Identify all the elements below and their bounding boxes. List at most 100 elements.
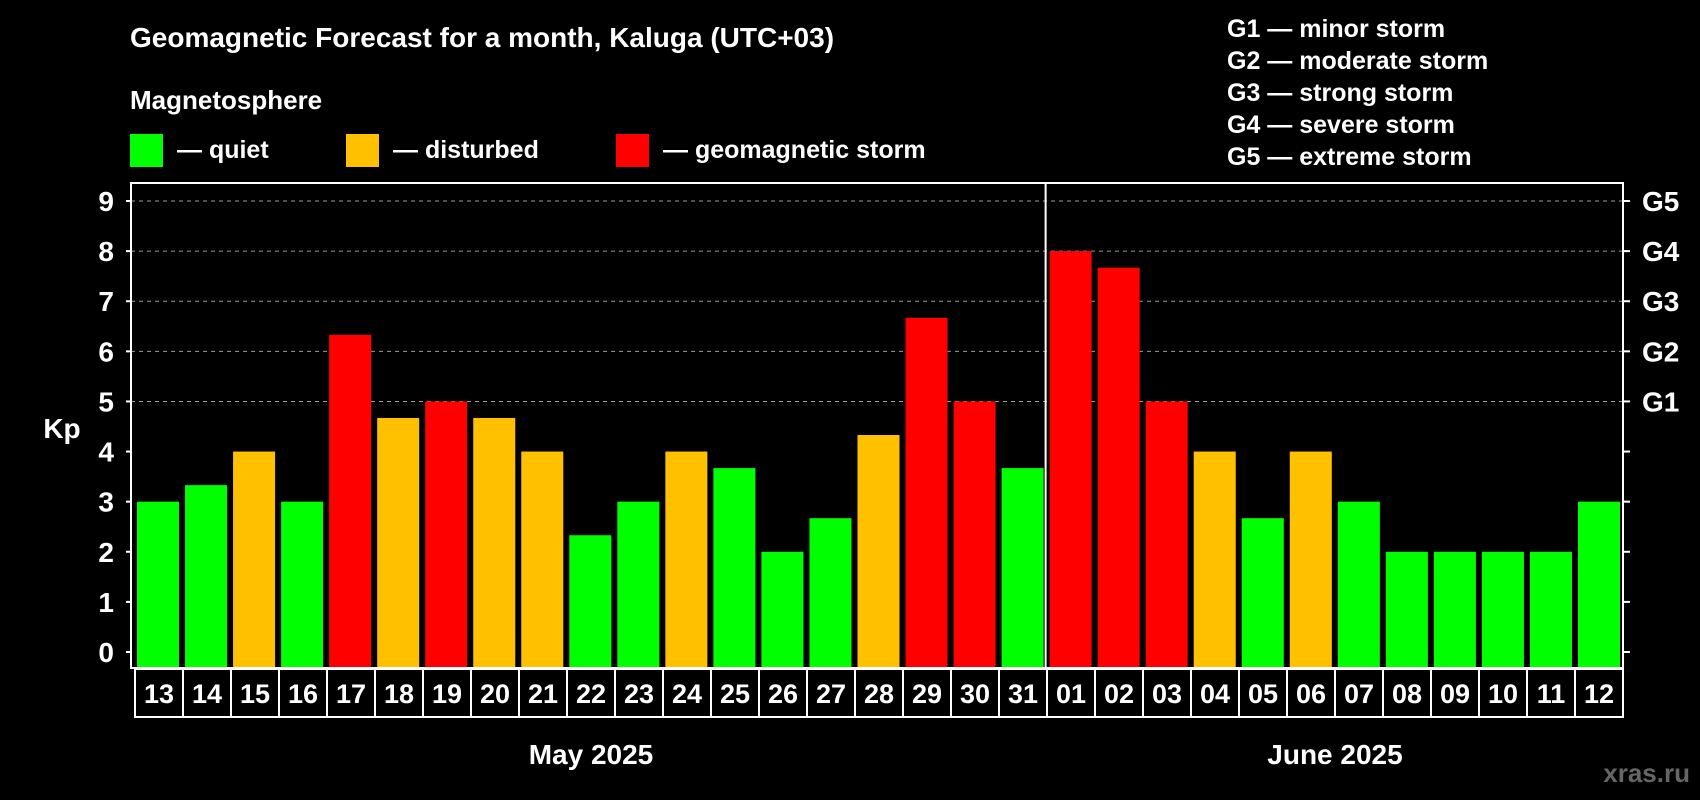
- storm-scale-entry: G1 — minor storm: [1227, 15, 1445, 43]
- date-label: 01: [1056, 679, 1086, 709]
- g-scale-label: G1: [1642, 386, 1679, 417]
- legend-label: — quiet: [177, 136, 269, 164]
- date-label: 25: [720, 679, 750, 709]
- date-label: 12: [1584, 679, 1614, 709]
- date-label: 20: [480, 679, 510, 709]
- legend-label: — geomagnetic storm: [663, 136, 926, 164]
- bars: [137, 251, 1620, 667]
- g-scale-label: G4: [1642, 236, 1680, 267]
- bar: [233, 451, 276, 667]
- date-label: 08: [1392, 679, 1422, 709]
- bar: [761, 551, 804, 667]
- date-label: 28: [864, 679, 894, 709]
- bar: [569, 535, 612, 667]
- date-label: 18: [384, 679, 414, 709]
- bar: [425, 401, 468, 667]
- y-tick-label: 1: [98, 587, 114, 618]
- bar: [1193, 451, 1236, 667]
- g-scale-label: G2: [1642, 336, 1679, 367]
- legend-title: Magnetosphere: [130, 85, 322, 115]
- date-label: 15: [240, 679, 270, 709]
- bar: [1241, 518, 1284, 667]
- bar: [617, 501, 660, 667]
- bar: [1385, 551, 1428, 667]
- date-label: 14: [192, 679, 222, 709]
- bar: [1577, 501, 1620, 667]
- date-row-frame: [134, 668, 1624, 718]
- bar: [1529, 551, 1572, 667]
- date-label: 16: [288, 679, 318, 709]
- bar: [185, 485, 228, 667]
- bar: [1001, 468, 1044, 667]
- legend-swatch: [130, 134, 163, 167]
- date-label: 17: [336, 679, 366, 709]
- bar: [1337, 501, 1380, 667]
- y-tick-label: 2: [98, 537, 114, 568]
- bar: [329, 334, 372, 667]
- bar: [281, 501, 324, 667]
- bar: [713, 468, 756, 667]
- date-label: 05: [1248, 679, 1278, 709]
- bar: [1433, 551, 1476, 667]
- date-label: 30: [960, 679, 990, 709]
- month-label: May 2025: [529, 739, 654, 770]
- y-tick-label: 7: [98, 286, 114, 317]
- bar: [953, 401, 996, 667]
- bar: [1289, 451, 1332, 667]
- date-label: 31: [1008, 679, 1038, 709]
- storm-scale-entry: G5 — extreme storm: [1227, 143, 1472, 171]
- bar: [665, 451, 708, 667]
- date-label: 07: [1344, 679, 1374, 709]
- date-row: 13 14 15 16 17 18 19 20 21 22 23 24 25 26 27 28 29 30 31 01…: [134, 668, 1624, 770]
- bar: [809, 518, 852, 667]
- watermark: xras.ru: [1603, 758, 1690, 788]
- y-tick-label: 9: [98, 186, 114, 217]
- storm-scale-entry: G4 — severe storm: [1227, 111, 1455, 139]
- date-label: 03: [1152, 679, 1182, 709]
- date-label: 22: [576, 679, 606, 709]
- date-label: 24: [672, 679, 702, 709]
- bar: [1481, 551, 1524, 667]
- legend: — quiet — disturbed — geomagnetic storm: [130, 134, 926, 167]
- date-label: 27: [816, 679, 846, 709]
- storm-scale-entry: G2 — moderate storm: [1227, 47, 1488, 75]
- y-tick-label: 8: [98, 236, 114, 267]
- y-axis-label: Kp: [43, 413, 80, 444]
- bar: [857, 435, 900, 667]
- date-label: 11: [1537, 679, 1566, 709]
- date-label: 02: [1104, 679, 1134, 709]
- y-tick-label: 0: [98, 637, 114, 668]
- bar: [1145, 401, 1188, 667]
- date-label: 09: [1440, 679, 1470, 709]
- date-label: 29: [912, 679, 942, 709]
- date-label: 10: [1488, 679, 1518, 709]
- month-label: June 2025: [1267, 739, 1402, 770]
- g-scale-label: G5: [1642, 186, 1679, 217]
- bar: [521, 451, 564, 667]
- g-scale-label: G3: [1642, 286, 1679, 317]
- bar: [473, 417, 516, 667]
- y-tick-label: 4: [98, 437, 114, 468]
- y-tick-label: 5: [98, 386, 114, 417]
- bar: [1097, 267, 1140, 667]
- bar: [137, 501, 180, 667]
- bar: [905, 317, 948, 667]
- bar: [377, 417, 420, 667]
- y-tick-label: 3: [98, 487, 114, 518]
- chart-title: Geomagnetic Forecast for a month, Kaluga…: [130, 22, 834, 53]
- date-label: 26: [768, 679, 798, 709]
- y-tick-label: 6: [98, 336, 114, 367]
- date-label: 19: [432, 679, 462, 709]
- date-label: 21: [528, 679, 558, 709]
- storm-scale-legend: G1 — minor storm G2 — moderate storm G3 — …: [1227, 15, 1488, 171]
- storm-scale-entry: G3 — strong storm: [1227, 79, 1453, 107]
- bar: [1049, 251, 1092, 667]
- date-label: 13: [144, 679, 174, 709]
- date-label: 23: [624, 679, 654, 709]
- grid-lines: [131, 200, 1623, 402]
- legend-swatch: [616, 134, 649, 167]
- legend-swatch: [346, 134, 379, 167]
- legend-label: — disturbed: [393, 136, 539, 164]
- date-label: 04: [1200, 679, 1230, 709]
